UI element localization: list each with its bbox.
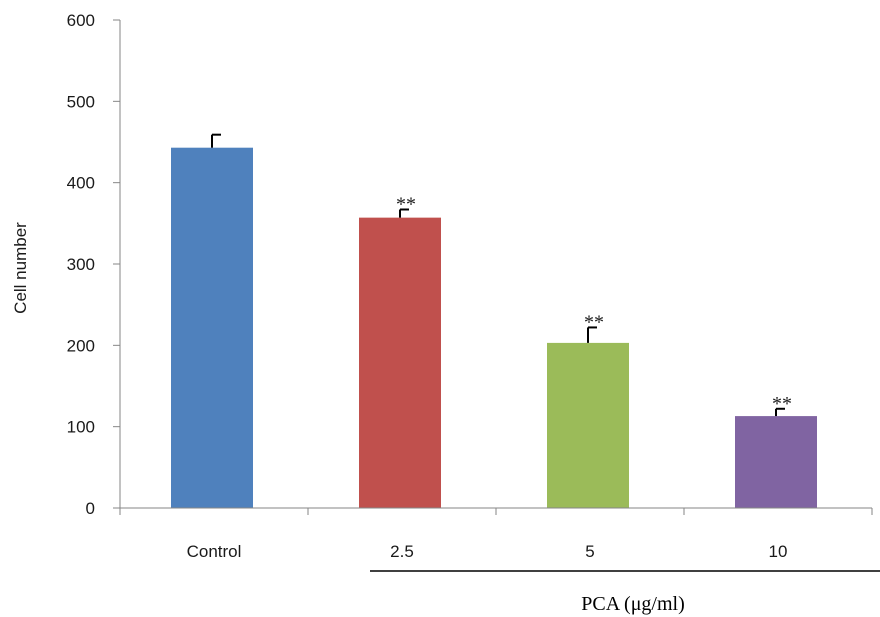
pca-group-title: PCA (μg/ml) — [581, 593, 685, 615]
bar — [547, 342, 629, 508]
bar — [359, 217, 441, 508]
y-tick-label: 100 — [67, 418, 95, 437]
significance-label: ** — [584, 311, 604, 333]
x-category-label: 5 — [585, 542, 594, 561]
y-tick-label: 300 — [67, 255, 95, 274]
y-tick-label: 400 — [67, 174, 95, 193]
significance-labels: ** ** ** — [396, 194, 792, 415]
x-category-label: Control — [187, 542, 242, 561]
x-category-label: 2.5 — [390, 542, 414, 561]
x-axis-labels: Control 2.5 5 10 — [187, 542, 788, 561]
significance-label: ** — [772, 393, 792, 415]
y-axis-ticks: 0 100 200 300 400 500 600 — [67, 11, 120, 518]
y-tick-label: 200 — [67, 336, 95, 355]
y-tick-label: 500 — [67, 92, 95, 111]
significance-label: ** — [396, 194, 416, 216]
error-bars — [211, 133, 785, 417]
bar — [735, 416, 817, 508]
y-axis-title: Cell number — [11, 222, 30, 314]
y-tick-label: 600 — [67, 11, 95, 30]
y-tick-label: 0 — [86, 499, 95, 518]
x-category-label: 10 — [769, 542, 788, 561]
bar — [171, 147, 253, 508]
bars — [171, 147, 817, 508]
x-axis-ticks — [119, 508, 873, 515]
